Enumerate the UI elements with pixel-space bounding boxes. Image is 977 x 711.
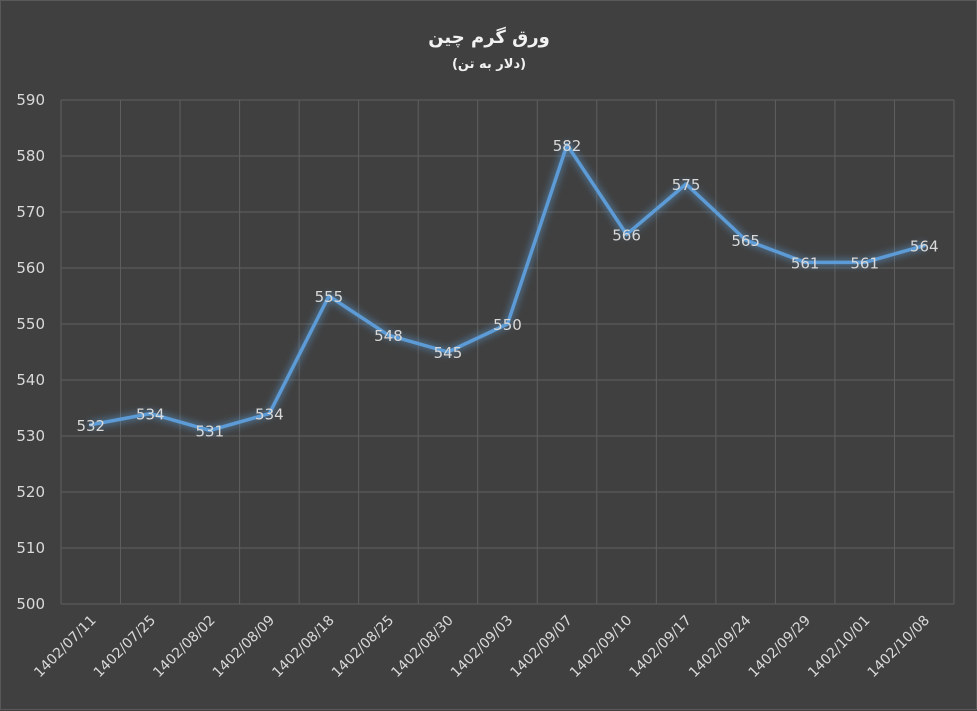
x-axis: 1402/07/111402/07/251402/08/021402/08/09… bbox=[31, 612, 933, 680]
series-line bbox=[91, 145, 925, 431]
y-tick-label: 590 bbox=[16, 91, 45, 109]
x-tick-label: 1402/08/02 bbox=[150, 613, 218, 681]
y-tick-label: 530 bbox=[16, 427, 45, 445]
data-label: 561 bbox=[850, 254, 879, 272]
y-tick-label: 580 bbox=[16, 147, 45, 165]
x-tick-label: 1402/09/29 bbox=[746, 613, 814, 681]
x-tick-label: 1402/07/25 bbox=[91, 613, 159, 681]
data-label: 534 bbox=[136, 406, 165, 424]
data-label: 561 bbox=[791, 254, 820, 272]
x-tick-label: 1402/09/10 bbox=[567, 613, 635, 681]
data-label: 534 bbox=[255, 406, 284, 424]
y-tick-label: 560 bbox=[16, 259, 45, 277]
x-tick-label: 1402/09/24 bbox=[686, 612, 754, 680]
x-tick-label: 1402/08/30 bbox=[388, 613, 456, 681]
data-label: 566 bbox=[612, 226, 641, 244]
y-tick-label: 510 bbox=[16, 539, 45, 557]
x-tick-label: 1402/09/03 bbox=[448, 613, 516, 681]
y-tick-label: 540 bbox=[16, 371, 45, 389]
x-tick-label: 1402/08/09 bbox=[210, 613, 278, 681]
data-label: 575 bbox=[672, 176, 701, 194]
x-tick-label: 1402/09/07 bbox=[507, 613, 575, 681]
data-label: 548 bbox=[374, 327, 403, 345]
data-label: 532 bbox=[76, 417, 105, 435]
y-tick-label: 520 bbox=[16, 483, 45, 501]
data-label: 550 bbox=[493, 316, 522, 334]
series-polyline bbox=[91, 145, 924, 431]
y-tick-label: 500 bbox=[16, 595, 45, 613]
x-tick-label: 1402/10/08 bbox=[865, 613, 933, 681]
data-label: 564 bbox=[910, 238, 939, 256]
data-label: 555 bbox=[315, 288, 344, 306]
data-label: 582 bbox=[553, 137, 582, 155]
chart-subtitle: (دلار به تن) bbox=[452, 57, 526, 72]
y-tick-label: 570 bbox=[16, 203, 45, 221]
x-tick-label: 1402/08/25 bbox=[329, 613, 397, 681]
x-tick-label: 1402/09/17 bbox=[627, 613, 695, 681]
y-axis: 500 510 520 530 540 550 560 570 580 590 bbox=[16, 91, 45, 613]
data-labels: 532 534 531 534 555 548 545 550 582 566 575 565 561 5… bbox=[76, 137, 938, 441]
data-label: 565 bbox=[731, 232, 760, 250]
data-label: 531 bbox=[196, 422, 225, 440]
gridlines bbox=[61, 100, 954, 604]
x-tick-label: 1402/10/01 bbox=[805, 613, 873, 681]
data-label: 545 bbox=[434, 344, 463, 362]
chart-title: ورق گرم چین bbox=[428, 26, 550, 48]
y-tick-label: 550 bbox=[16, 315, 45, 333]
x-tick-label: 1402/08/18 bbox=[269, 613, 337, 681]
x-tick-label: 1402/07/11 bbox=[31, 613, 99, 681]
